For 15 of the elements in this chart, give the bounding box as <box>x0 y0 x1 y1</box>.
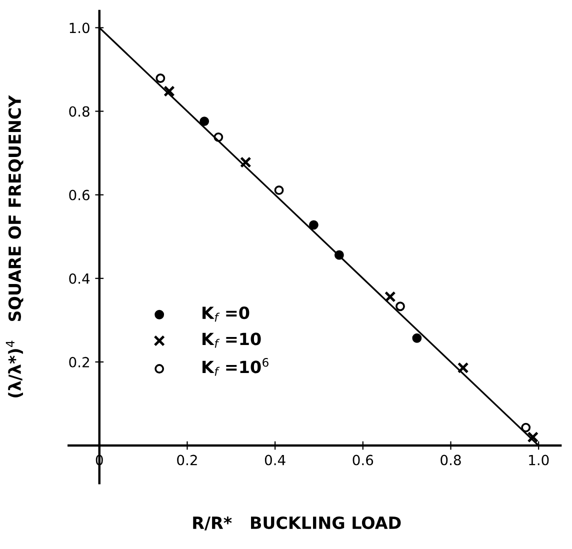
y-tick-label: 0.4 <box>69 273 90 284</box>
x-axis-title: R/R* BUCKLING LOAD <box>193 516 401 530</box>
y-tick-label: 0.6 <box>69 190 90 200</box>
x-tick-label: 0.6 <box>352 454 374 466</box>
x-tick-label: 0.4 <box>264 454 286 466</box>
legend-label: K$_{f}$ =10$^{6}$ <box>202 358 268 376</box>
x-tick-label: 0.2 <box>177 454 197 466</box>
legend-label: K$_{f}$ =10 <box>202 332 261 348</box>
y-tick-label: 0.2 <box>69 356 89 368</box>
x-tick-label: 0.8 <box>440 454 461 466</box>
y-tick-label: 1.0 <box>70 22 90 34</box>
y-tick-label: 0.8 <box>69 106 90 117</box>
legend-label: K$_{f}$ =0 <box>202 306 250 322</box>
text: (λ/λ*)$^{4}$ SQUARE OF FREQUENCY <box>6 95 24 398</box>
x-tick-label: 1.0 <box>529 454 549 466</box>
